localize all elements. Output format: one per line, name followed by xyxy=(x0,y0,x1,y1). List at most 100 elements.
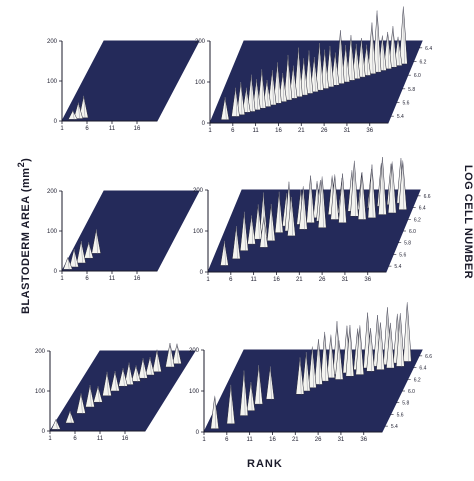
rank-tick-label: 16 xyxy=(269,437,276,443)
rank-tick-label: 6 xyxy=(73,436,77,442)
data-spike xyxy=(65,410,75,424)
rank-tick-label: 6 xyxy=(85,126,89,132)
data-spike-shade xyxy=(156,349,159,372)
data-spike xyxy=(85,384,95,408)
data-spike xyxy=(304,50,314,94)
data-spike-shade xyxy=(89,384,92,408)
data-spike-shade xyxy=(366,44,369,76)
data-spike xyxy=(287,196,296,237)
data-spike xyxy=(165,342,175,368)
rank-tick-label: 1 xyxy=(202,437,206,443)
data-spike-shade xyxy=(149,356,152,376)
data-spike-shade xyxy=(83,95,86,118)
data-spike xyxy=(257,69,267,109)
data-spike-shade xyxy=(251,74,253,112)
data-spike-shade xyxy=(334,174,337,220)
data-spike xyxy=(387,161,397,214)
data-spike xyxy=(102,371,112,397)
data-spike xyxy=(76,393,86,414)
depth-tick-label: 5.6 xyxy=(397,412,404,418)
depth-tick-label: 5.4 xyxy=(391,424,398,430)
area-tick-label: 100 xyxy=(195,80,206,86)
data-spike-shade xyxy=(257,204,260,240)
data-spike-shade xyxy=(72,110,75,120)
data-spike-shade xyxy=(400,313,402,367)
data-spike-shade xyxy=(382,157,384,215)
data-spike-shade xyxy=(355,43,358,79)
rank-tick-label: 1 xyxy=(60,276,64,282)
data-spike-shade xyxy=(354,160,356,217)
data-spike xyxy=(367,22,377,75)
data-spike-shade xyxy=(345,45,348,83)
data-spike-shade xyxy=(380,322,382,370)
data-spike-shade xyxy=(371,22,374,74)
depth-tick-label: 5.8 xyxy=(404,241,411,247)
rank-tick-label: 21 xyxy=(292,437,299,443)
data-spike-shade xyxy=(230,384,233,424)
depth-tick-label: 6.0 xyxy=(414,73,421,79)
data-spike-shade xyxy=(176,343,179,364)
data-spike xyxy=(386,322,395,369)
data-spike-shade xyxy=(224,240,226,266)
data-spike xyxy=(118,368,128,387)
data-spike-shade xyxy=(251,215,253,245)
y-axis-label-left: BLASTODERM AREA (mm2) xyxy=(16,126,32,346)
data-spike xyxy=(78,95,89,119)
data-spike xyxy=(145,356,155,376)
data-spike xyxy=(265,366,275,400)
data-spike-shade xyxy=(407,302,409,362)
data-spike-shade xyxy=(256,79,258,110)
data-spike-shade xyxy=(135,365,138,382)
rank-tick-label: 31 xyxy=(344,128,351,134)
data-spike xyxy=(315,43,324,91)
depth-tick-label: 6.0 xyxy=(409,229,416,235)
data-spike-shade xyxy=(318,339,320,385)
area-tick-label: 200 xyxy=(47,39,58,45)
rank-tick-label: 16 xyxy=(273,277,280,283)
data-spike-shade xyxy=(240,81,243,115)
data-spike-shade xyxy=(122,368,125,387)
data-spike xyxy=(138,358,148,379)
area-tick-label: 200 xyxy=(195,39,206,45)
data-spike xyxy=(246,74,256,112)
data-spike xyxy=(93,385,103,403)
data-spike-shade xyxy=(169,342,172,368)
depth-tick-label: 6.6 xyxy=(425,354,432,360)
rank-tick-label: 16 xyxy=(275,128,282,134)
depth-tick-label: 6.2 xyxy=(414,217,421,223)
data-spike-shade xyxy=(270,203,273,241)
data-spike-shade xyxy=(321,176,324,228)
data-spike-shade xyxy=(312,346,314,388)
data-spike-shade xyxy=(69,410,72,424)
data-spike xyxy=(69,248,79,268)
data-spike-shade xyxy=(106,371,109,396)
rank-tick-label: 16 xyxy=(122,436,129,442)
data-spike-shade xyxy=(303,186,305,230)
data-spike-shade xyxy=(359,325,362,375)
rank-tick-label: 21 xyxy=(296,277,303,283)
data-spike-shade xyxy=(390,322,392,369)
data-spike-shade xyxy=(243,370,246,416)
data-spike xyxy=(295,357,305,395)
data-spike xyxy=(267,70,277,106)
data-spike-shade xyxy=(338,340,341,380)
data-spike xyxy=(253,204,263,240)
data-spike-shade xyxy=(246,87,248,113)
data-spike xyxy=(367,164,377,219)
area-tick-label: 200 xyxy=(189,348,200,354)
y-axis-label-main: BLASTODERM AREA xyxy=(19,195,32,315)
data-spike-shade xyxy=(376,10,379,73)
data-spike xyxy=(366,328,375,372)
data-spike-shade xyxy=(73,248,76,268)
data-spike xyxy=(320,331,329,382)
data-spike-shade xyxy=(287,54,290,101)
y-axis-label-close: ) xyxy=(19,157,32,162)
area-tick-label: 0 xyxy=(54,119,58,125)
data-spike-shade xyxy=(392,26,395,68)
data-spike xyxy=(403,302,412,362)
data-spike-shade xyxy=(402,160,405,210)
data-spike-shade xyxy=(303,58,306,96)
data-spike-shade xyxy=(263,216,266,248)
